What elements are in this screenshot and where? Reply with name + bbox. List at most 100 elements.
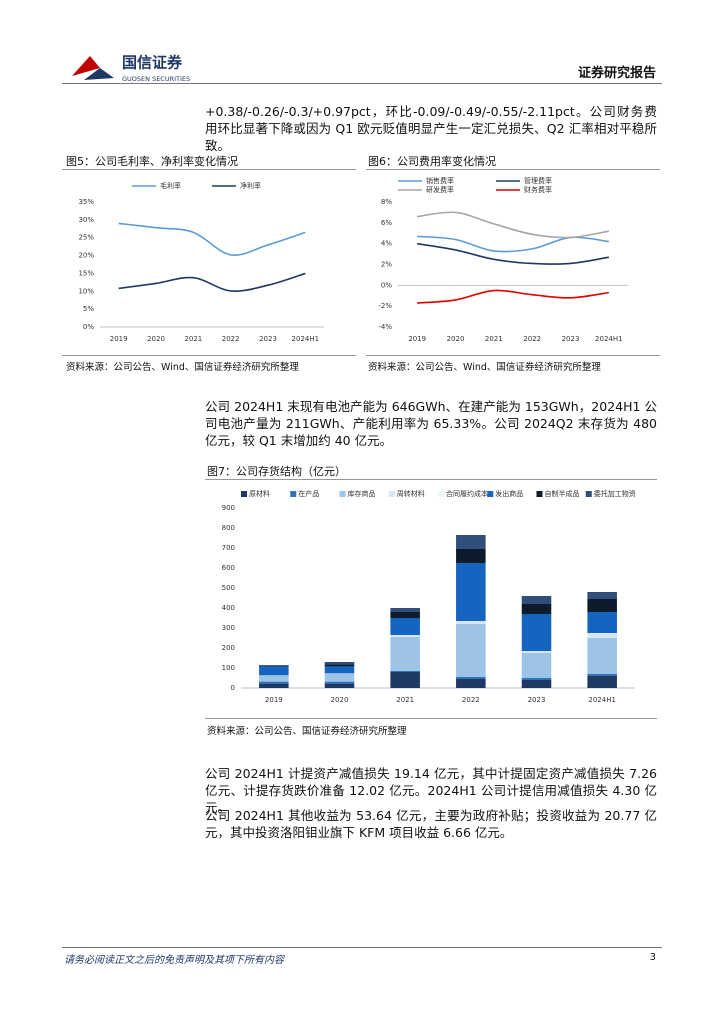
page-number: 3 xyxy=(649,952,656,963)
bar-segment xyxy=(521,614,552,651)
y-tick-label: 600 xyxy=(222,564,235,572)
bar-segment xyxy=(587,592,617,599)
bar-segment xyxy=(259,665,289,666)
bar-segment xyxy=(521,596,552,604)
y-tick-label: 0% xyxy=(83,323,94,331)
disclaimer: 请务必阅读正文之后的免责声明及其项下所有内容 xyxy=(64,955,284,966)
bar-segment xyxy=(521,651,552,653)
bar-segment xyxy=(259,675,289,676)
chart: 0% 5% 10% 15% 20% 25% 30% 35% 2019 2020 2021 2022 20… xyxy=(78,181,324,343)
figure-title: 图5：公司毛利率、净利率变化情况 xyxy=(66,155,238,168)
bar-segment xyxy=(390,672,420,688)
x-tick-label: 2023 xyxy=(259,335,277,343)
x-tick-label: 2022 xyxy=(222,335,240,343)
bar-segment xyxy=(324,681,355,684)
y-tick-label: 800 xyxy=(222,524,235,532)
figure-rule xyxy=(62,355,356,356)
paragraph: 公司 2024H1 其他收益为 53.64 亿元，主要为政府补贴；投资收益为 2… xyxy=(205,808,657,840)
y-tick-label: 200 xyxy=(222,644,235,652)
bar-segment xyxy=(587,676,617,688)
legend-label: 自制半成品 xyxy=(545,489,580,498)
bar-segment xyxy=(324,683,355,688)
figure-source: 资料来源：公司公告、Wind、国信证券经济研究所整理 xyxy=(368,362,601,373)
legend-label: 发出商品 xyxy=(495,489,523,498)
line-series xyxy=(417,235,609,253)
y-tick-label: 20% xyxy=(78,252,94,260)
line-series xyxy=(417,211,609,239)
figure-source: 资料来源：公司公告、国信证券经济研究所整理 xyxy=(207,726,407,737)
y-tick-label: 30% xyxy=(78,216,94,224)
y-tick-label: 35% xyxy=(78,198,94,206)
y-tick-label: -2% xyxy=(378,302,392,310)
bar-segment xyxy=(324,662,355,665)
x-tick-label: 2019 xyxy=(408,335,426,343)
x-tick-label: 2019 xyxy=(110,335,128,343)
bar-segment xyxy=(390,618,420,635)
bar-segment xyxy=(324,666,355,674)
y-tick-label: 900 xyxy=(222,504,235,512)
figure-rule xyxy=(366,169,660,170)
bar-segment xyxy=(456,563,486,621)
legend-label: 研发费率 xyxy=(426,185,454,194)
y-tick-label: 100 xyxy=(222,664,235,672)
x-tick-label: 2023 xyxy=(562,335,580,343)
legend-label: 原材料 xyxy=(249,489,270,498)
x-tick-label: 2021 xyxy=(396,696,414,704)
bar-segment xyxy=(456,624,486,677)
x-tick-label: 2020 xyxy=(147,335,165,343)
bar-segment xyxy=(456,549,486,563)
x-tick-label: 2020 xyxy=(331,696,349,704)
y-tick-label: 0% xyxy=(381,281,392,289)
y-tick-label: 300 xyxy=(222,624,235,632)
legend-swatch xyxy=(585,491,592,497)
y-tick-label: -4% xyxy=(378,323,392,331)
bar-segment xyxy=(587,674,617,676)
logo-text-en: GUOSEN SECURITIES xyxy=(122,75,190,83)
figure-rule xyxy=(205,479,657,480)
bar-segment xyxy=(456,679,486,688)
legend-swatch xyxy=(438,491,444,497)
line-series xyxy=(417,242,609,265)
figure-title: 图6：公司费用率变化情况 xyxy=(368,155,496,168)
bar-segment xyxy=(259,666,289,676)
legend-swatch xyxy=(487,491,494,497)
paragraph: +0.38/-0.26/-0.3/+0.97pct，环比-0.09/-0.49/… xyxy=(205,104,657,153)
y-tick-label: 2% xyxy=(381,261,392,269)
legend-label: 财务费率 xyxy=(524,185,552,194)
report-type: 证券研究报告 xyxy=(577,66,656,81)
bar-segment xyxy=(587,612,617,633)
y-tick-label: 500 xyxy=(222,584,235,592)
legend-label: 管理费率 xyxy=(524,176,552,185)
bar-segment xyxy=(456,677,486,679)
x-tick-label: 2020 xyxy=(447,335,465,343)
legend-label: 净利率 xyxy=(240,181,261,190)
legend-label: 在产品 xyxy=(298,489,319,498)
x-tick-label: 2021 xyxy=(184,335,202,343)
legend-label: 周转材料 xyxy=(397,489,425,498)
legend-label: 毛利率 xyxy=(160,181,181,190)
legend-swatch xyxy=(241,491,247,497)
bar-segment xyxy=(390,635,420,637)
legend-swatch xyxy=(290,491,297,497)
bar-segment xyxy=(259,681,289,684)
bar-segment xyxy=(259,665,289,667)
figure-source: 资料来源：公司公告、Wind、国信证券经济研究所整理 xyxy=(66,362,299,373)
y-tick-label: 10% xyxy=(78,287,94,295)
footer-rule xyxy=(62,947,662,948)
x-tick-label: 2021 xyxy=(485,335,503,343)
logo-mark xyxy=(72,56,100,76)
bar-segment xyxy=(587,633,617,638)
bar-segment xyxy=(587,638,617,674)
x-tick-label: 2023 xyxy=(528,696,546,704)
paragraph: 公司 2024H1 计提资产减值损失 19.14 亿元，其中计提固定资产减值损失… xyxy=(205,766,657,815)
figure-rule xyxy=(62,169,356,170)
bar-segment xyxy=(390,612,420,618)
bar-segment xyxy=(456,621,486,624)
y-tick-label: 15% xyxy=(78,269,94,277)
figure-title: 图7：公司存货结构（亿元） xyxy=(207,465,346,478)
bar-segment xyxy=(390,671,420,672)
figure-rule xyxy=(205,718,657,719)
chart: -4% -2% 0% 2% 4% 6% 8% 2019 2020 2021 2022 2023 2024… xyxy=(378,176,628,343)
x-tick-label: 2022 xyxy=(462,696,480,704)
y-tick-label: 400 xyxy=(222,604,235,612)
